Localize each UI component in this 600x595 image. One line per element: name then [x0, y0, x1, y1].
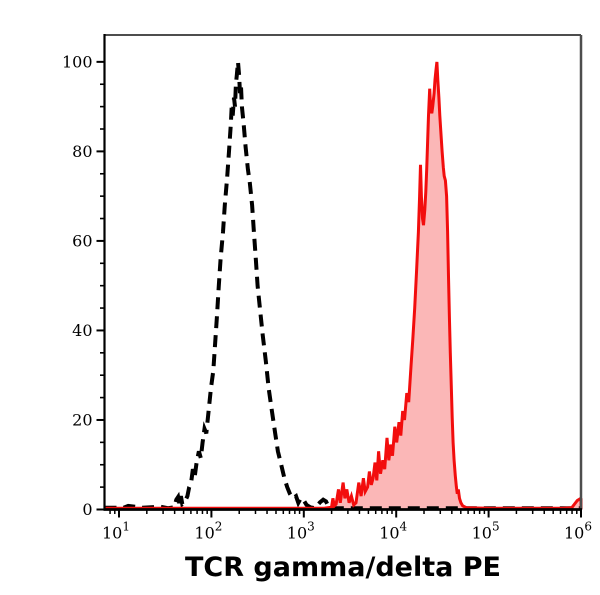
unstained-control-curve: [104, 61, 581, 511]
x-tick-label: 103: [287, 520, 315, 543]
x-tick-label: 104: [379, 520, 407, 543]
y-tick-label: 100: [62, 52, 93, 71]
x-tick-label: 106: [564, 520, 592, 543]
y-tick-label: 40: [72, 321, 92, 340]
x-tick-label: 101: [102, 520, 130, 543]
x-tick-label: 105: [472, 520, 500, 543]
x-tick-label: 102: [194, 520, 222, 543]
y-tick-label: 0: [82, 500, 92, 519]
x-axis-title: TCR gamma/delta PE: [185, 552, 501, 583]
y-tick-label: 60: [72, 231, 92, 250]
tcr-gamma-delta-pe-stained-curve: [104, 61, 582, 510]
y-tick-label: 20: [72, 410, 92, 429]
tcr-gamma-delta-pe-stained-fill: [104, 61, 581, 510]
y-tick-label: 80: [72, 142, 92, 161]
